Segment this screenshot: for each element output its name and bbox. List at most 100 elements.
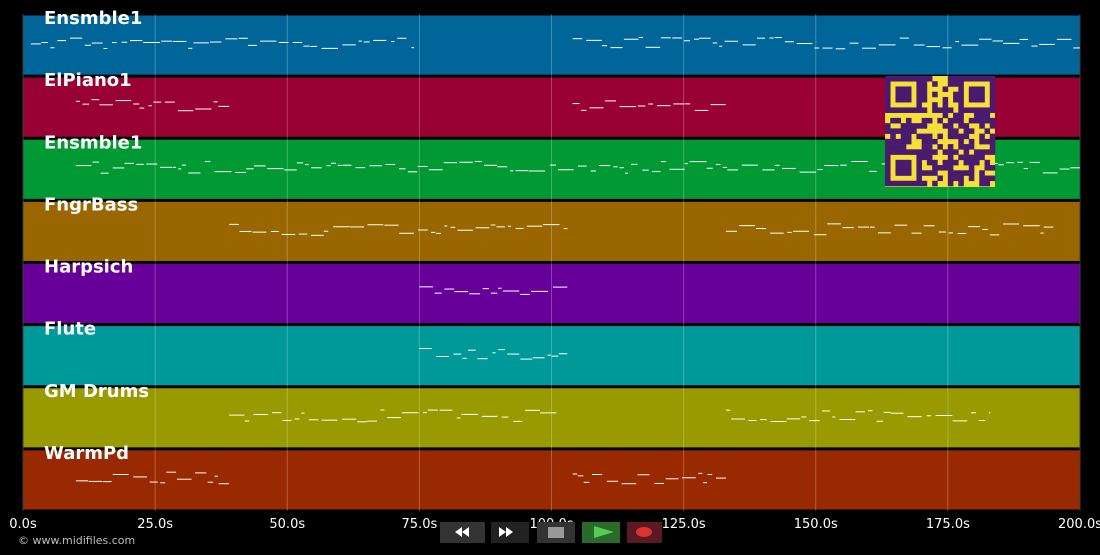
qr-module — [974, 76, 980, 82]
qr-module — [984, 112, 991, 119]
qr-module — [921, 76, 928, 82]
qr-module — [947, 175, 954, 182]
qr-module — [984, 180, 991, 187]
qr-module — [916, 96, 922, 103]
qr-module — [979, 91, 985, 98]
qr-module — [968, 170, 975, 176]
credit: © www.midifiles.com — [18, 534, 135, 547]
qr-module — [900, 91, 907, 98]
qr-module — [947, 123, 954, 129]
qr-module — [895, 144, 902, 150]
qr-module — [989, 138, 996, 145]
qr-module — [958, 86, 964, 93]
tick-label: 125.0s — [662, 517, 706, 532]
qr-module — [947, 159, 954, 166]
qr-module — [937, 133, 943, 140]
note-span — [229, 223, 568, 236]
qr-module — [900, 96, 907, 103]
qr-module — [984, 159, 991, 166]
note-span — [229, 409, 557, 423]
qr-module — [895, 170, 902, 176]
qr-module — [953, 175, 959, 182]
track-name: WarmPd — [44, 443, 129, 464]
qr-module — [916, 165, 922, 171]
track-name: Flute — [44, 319, 96, 340]
qr-module — [942, 149, 949, 155]
qr-module — [947, 144, 954, 150]
qr-module — [953, 76, 959, 82]
qr-module — [926, 159, 933, 166]
qr-module — [895, 107, 902, 113]
qr-module — [953, 96, 959, 103]
note-span — [572, 100, 726, 111]
qr-module — [916, 123, 922, 129]
qr-module — [905, 86, 912, 93]
qr-module — [937, 117, 943, 124]
qr-module — [926, 133, 933, 140]
qr-module — [900, 107, 907, 113]
qr-module — [979, 149, 985, 155]
tick-label: 0.0s — [9, 517, 37, 532]
qr-module — [932, 170, 938, 176]
qr-module — [885, 86, 891, 93]
qr-module — [963, 128, 970, 134]
qr-module — [926, 117, 933, 124]
qr-module — [974, 91, 980, 98]
qr-module — [953, 112, 959, 119]
track-lane — [22, 387, 1081, 449]
qr-module — [974, 154, 980, 161]
qr-module — [905, 76, 912, 82]
transport-controls — [440, 522, 662, 543]
rewind-button[interactable] — [440, 522, 485, 543]
qr-module — [989, 107, 996, 113]
qr-module — [958, 133, 964, 140]
qr-module — [921, 91, 928, 98]
note-span — [725, 409, 991, 422]
qr-module — [900, 76, 907, 82]
track-lane — [22, 325, 1081, 387]
qr-module — [921, 81, 928, 87]
qr-module — [885, 81, 891, 87]
track-name: FngrBass — [44, 194, 138, 215]
qr-module — [937, 144, 943, 150]
qr-module — [916, 175, 922, 182]
qr-module — [947, 154, 954, 161]
qr-module — [900, 138, 907, 145]
qr-module — [942, 165, 949, 171]
qr-module — [905, 107, 912, 113]
play-icon — [594, 526, 614, 538]
qr-module — [947, 81, 954, 87]
qr-module — [968, 144, 975, 150]
qr-module — [989, 96, 996, 103]
qr-module — [900, 133, 907, 140]
qr-module — [989, 117, 996, 124]
qr-module — [979, 107, 985, 113]
qr-module — [942, 86, 949, 93]
qr-module — [974, 117, 980, 124]
qr-module — [968, 128, 975, 134]
qr-module — [890, 128, 896, 134]
track-lane — [22, 449, 1081, 511]
qr-module — [958, 76, 964, 82]
qr-module — [926, 154, 933, 161]
qr-module — [937, 165, 943, 171]
qr-module — [905, 170, 912, 176]
qr-module — [989, 123, 996, 129]
qr-module — [953, 170, 959, 176]
qr-module — [921, 154, 928, 161]
qr-module — [895, 117, 902, 124]
qr-module — [905, 165, 912, 171]
qr-module — [968, 86, 975, 93]
qr-module — [979, 86, 985, 93]
qr-module — [958, 138, 964, 145]
qr-module — [963, 149, 970, 155]
track-name: ElPiano1 — [44, 70, 132, 91]
qr-module — [979, 180, 985, 187]
qr-module — [905, 91, 912, 98]
qr-module — [979, 138, 985, 145]
qr-module — [900, 149, 907, 155]
qr-module — [885, 96, 891, 103]
qr-module — [979, 154, 985, 161]
qr-module — [968, 117, 975, 124]
qr-module — [905, 117, 912, 124]
